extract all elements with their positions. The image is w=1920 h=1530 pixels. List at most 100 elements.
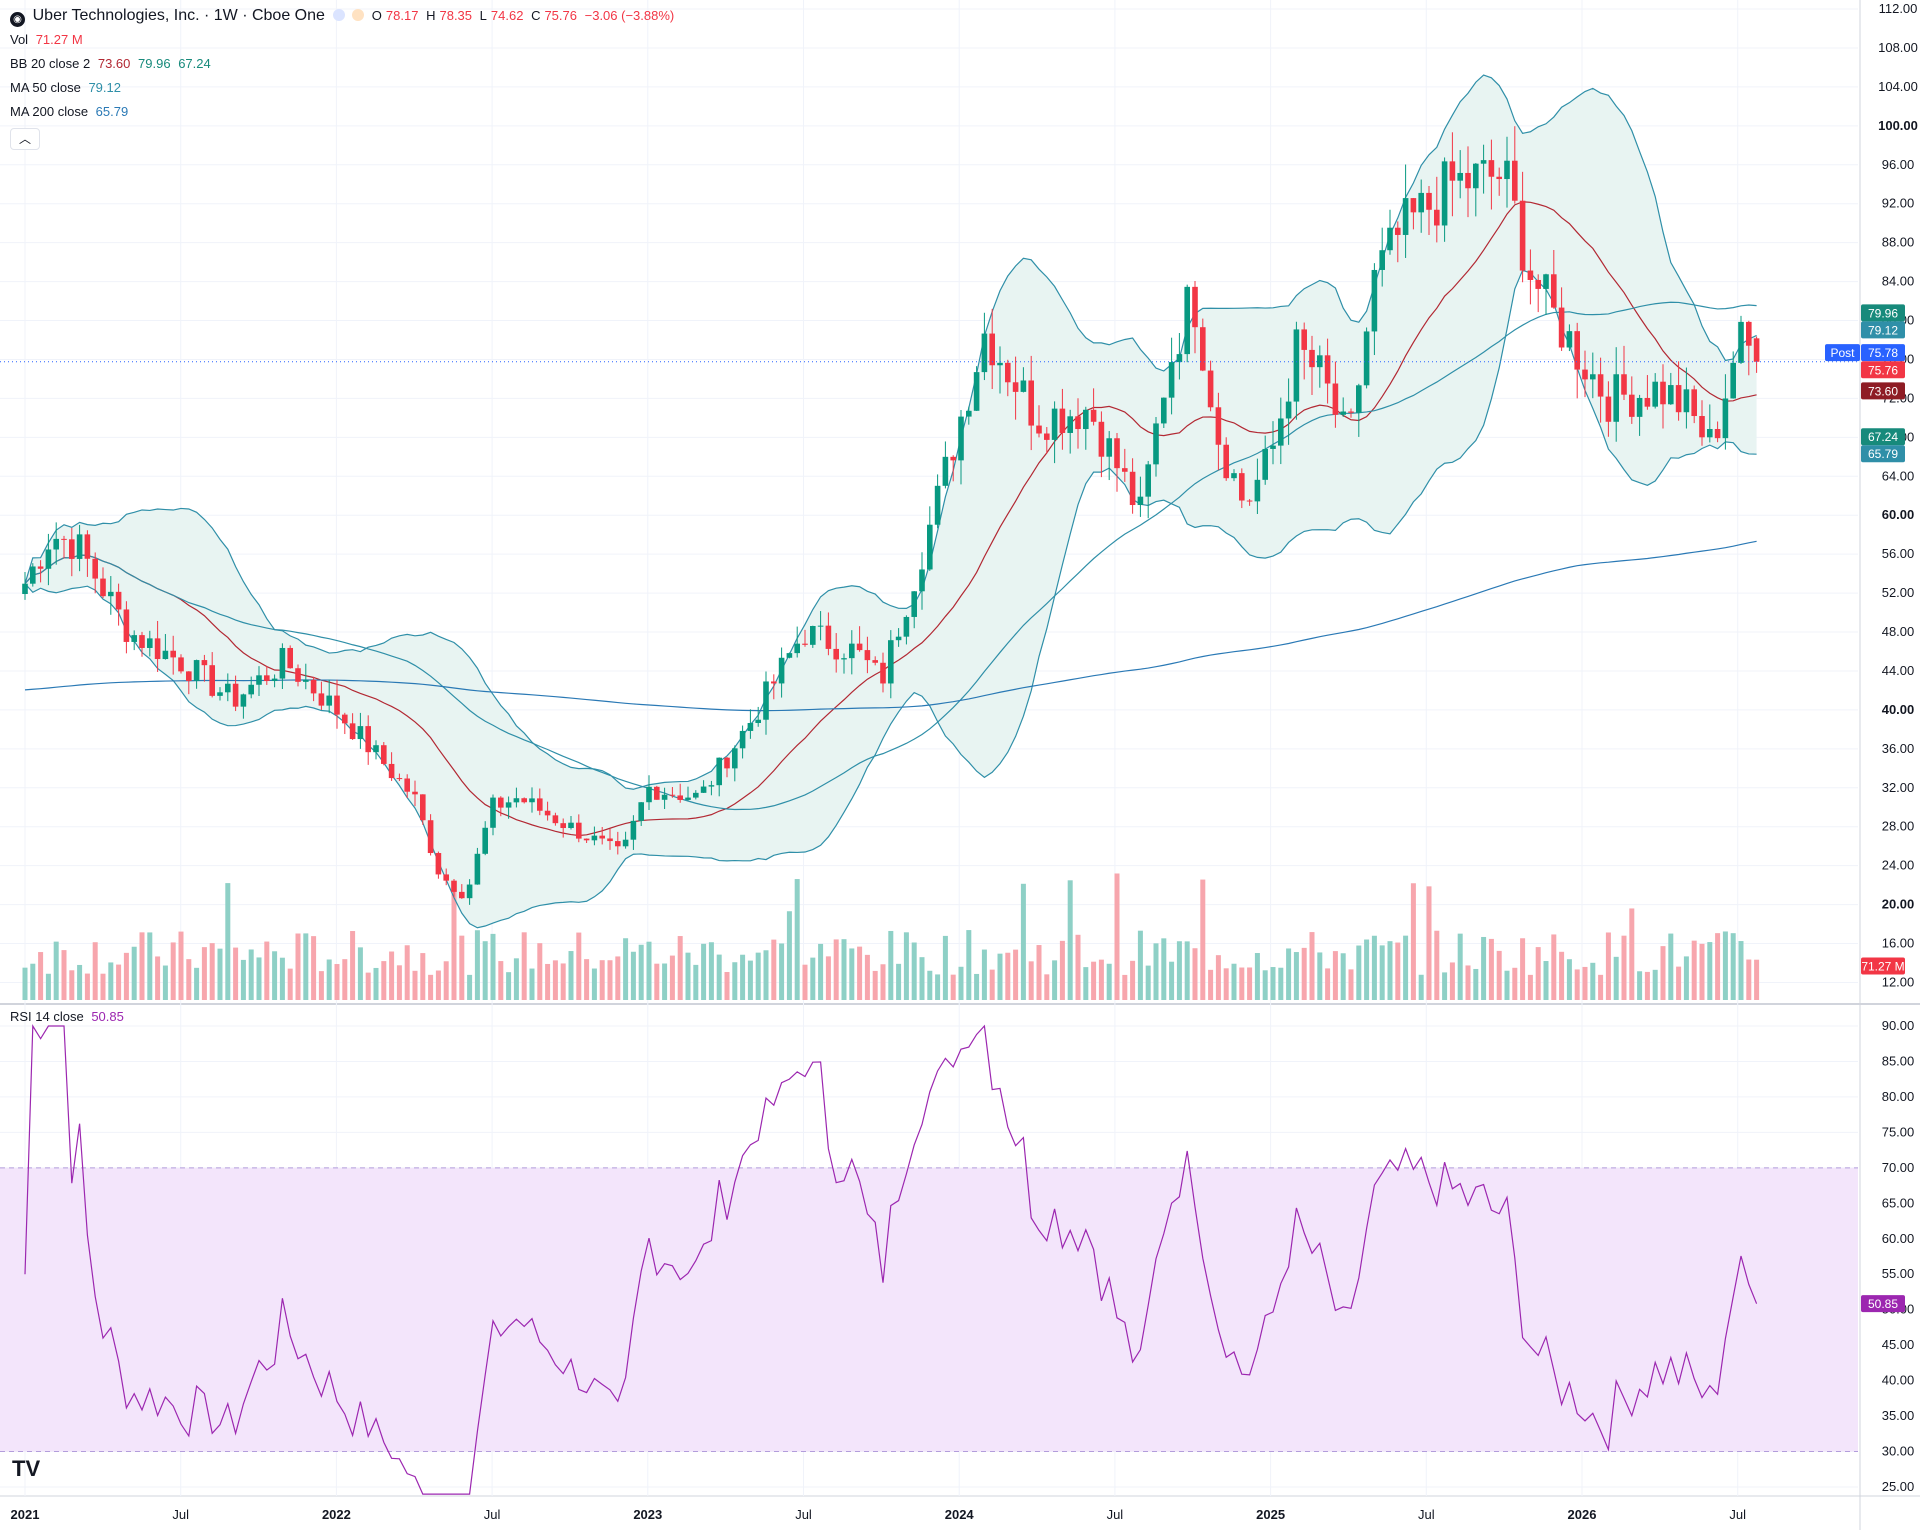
candle-body xyxy=(654,786,660,800)
volume-bar xyxy=(1559,951,1565,1000)
volume-bar xyxy=(607,960,613,1000)
candle-body xyxy=(232,683,239,707)
volume-bar xyxy=(833,939,839,1000)
volume-bar xyxy=(256,957,262,1000)
volume-bar xyxy=(646,941,652,1000)
volume-bar xyxy=(474,930,480,1000)
candle-body xyxy=(607,838,613,842)
tradingview-logo-icon[interactable]: TV xyxy=(12,1456,41,1481)
volume-bar xyxy=(1301,947,1307,1000)
volume-bar xyxy=(490,933,496,1000)
volume-bar xyxy=(116,964,122,1000)
volume-bar xyxy=(896,963,902,1000)
collapse-legend-button[interactable]: ︿ xyxy=(10,128,40,150)
volume-bar xyxy=(357,947,363,1000)
candle-body xyxy=(1504,160,1510,180)
candle-body xyxy=(1270,445,1276,449)
candle-body xyxy=(466,884,473,899)
volume-bar xyxy=(935,974,941,1000)
candle-body xyxy=(677,795,683,800)
volume-bar xyxy=(311,936,317,1000)
candle-body xyxy=(732,748,738,769)
price-tick-label: 60.00 xyxy=(1882,507,1915,522)
candle-body xyxy=(1098,421,1105,457)
volume-bar xyxy=(1067,880,1073,1000)
volume-bar xyxy=(342,959,348,1000)
candle-body xyxy=(1317,355,1323,368)
candle-body xyxy=(1473,163,1479,189)
volume-bar xyxy=(872,970,878,1000)
volume-bar xyxy=(1052,960,1058,1000)
candle-body xyxy=(763,681,769,720)
candle-body xyxy=(1348,411,1354,413)
candle-body xyxy=(186,671,192,681)
volume-bar xyxy=(1488,938,1494,1000)
candle-body xyxy=(201,660,208,666)
volume-bar xyxy=(459,935,465,1000)
candle-body xyxy=(1714,428,1721,439)
rsi-tick-label: 25.00 xyxy=(1882,1479,1915,1494)
volume-bar xyxy=(428,974,434,1000)
candle-body xyxy=(381,745,387,764)
volume-bar xyxy=(771,939,777,1000)
volume-bar xyxy=(810,957,816,1000)
volume-bar xyxy=(662,963,668,1000)
volume-bar xyxy=(841,939,847,1000)
volume-bar xyxy=(677,936,683,1000)
candle-body xyxy=(443,874,449,881)
volume-bar xyxy=(568,951,574,1000)
volume-bar xyxy=(997,953,1003,1000)
symbol-legend: ◉ Uber Technologies, Inc. · 1W · Cboe On… xyxy=(10,8,678,27)
volume-bar xyxy=(186,959,192,1000)
candle-body xyxy=(895,636,902,641)
bb-legend[interactable]: BB 20 close 2 73.60 79.96 67.24 xyxy=(10,56,215,72)
candle-body xyxy=(1465,172,1471,189)
candle-body xyxy=(1340,411,1346,415)
volume-bar xyxy=(1691,940,1697,1000)
candle-body xyxy=(1020,380,1027,392)
price-badge-label: 79.12 xyxy=(1868,323,1898,337)
volume-bar xyxy=(1309,932,1315,1000)
volume-bar xyxy=(576,932,582,1000)
candle-body xyxy=(700,786,707,793)
candle-body xyxy=(1395,227,1401,235)
symbol-title[interactable]: Uber Technologies, Inc. · 1W · Cboe One xyxy=(32,7,325,24)
candle-body xyxy=(1184,286,1190,355)
candle-body xyxy=(817,625,824,627)
volume-bar xyxy=(716,954,722,1000)
volume-bar xyxy=(295,933,301,1000)
price-tick-label: 16.00 xyxy=(1882,936,1915,951)
volume-bar xyxy=(927,970,933,1000)
candle-body xyxy=(1480,160,1487,164)
candle-body xyxy=(264,675,270,682)
rsi-tick-label: 60.00 xyxy=(1882,1231,1915,1246)
candle-body xyxy=(825,625,832,649)
candle-body xyxy=(1683,389,1690,413)
candle-body xyxy=(1410,198,1417,213)
volume-bar xyxy=(1332,951,1338,1000)
volume-bar xyxy=(849,948,855,1000)
ma50-legend[interactable]: MA 50 close 79.12 xyxy=(10,80,125,96)
volume-bar xyxy=(30,963,36,1000)
volume-bar xyxy=(1364,939,1370,1000)
price-badge-label: 75.76 xyxy=(1868,363,1898,377)
price-tick-label: 40.00 xyxy=(1882,702,1915,717)
volume-bar xyxy=(69,970,75,1000)
candle-body xyxy=(927,524,933,570)
volume-legend[interactable]: Vol 71.27 M xyxy=(10,32,87,48)
candle-body xyxy=(708,785,715,787)
rsi-legend[interactable]: RSI 14 close 50.85 xyxy=(10,1009,128,1025)
candle-body xyxy=(661,794,668,800)
candle-body xyxy=(1005,362,1011,383)
ma200-legend[interactable]: MA 200 close 65.79 xyxy=(10,104,132,120)
volume-bar xyxy=(1738,941,1744,1000)
price-tick-label: 104.00 xyxy=(1878,79,1918,94)
candle-body xyxy=(1675,385,1682,413)
candle-body xyxy=(420,794,426,821)
volume-bar xyxy=(365,972,371,1000)
volume-bar xyxy=(45,973,51,1000)
candle-body xyxy=(162,650,169,660)
candle-body xyxy=(841,658,847,660)
price-tick-label: 100.00 xyxy=(1878,118,1918,133)
